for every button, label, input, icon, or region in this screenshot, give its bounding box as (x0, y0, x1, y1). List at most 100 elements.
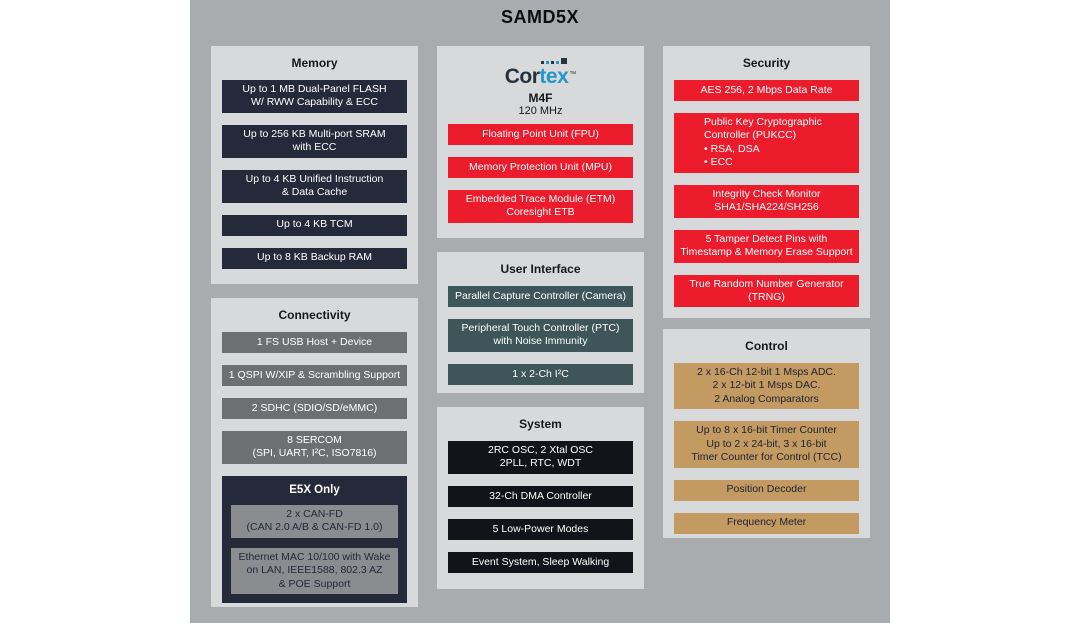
box-line: 5 Tamper Detect Pins with (705, 232, 828, 245)
security-aes-box: AES 256, 2 Mbps Data Rate (674, 80, 859, 101)
security-trng-box: True Random Number Generator (TRNG) (674, 274, 859, 308)
box-line: 8 SERCOM (287, 434, 342, 446)
box-line: & POE Support (278, 577, 351, 590)
memory-panel: Memory Up to 1 MB Dual-Panel FLASH W/ RW… (211, 46, 418, 284)
box-line: 1 x 2-Ch I²C (512, 367, 569, 380)
connectivity-sdhc-box: 2 SDHC (SDIO/SD/eMMC) (222, 398, 407, 419)
box-line: 32-Ch DMA Controller (489, 489, 592, 502)
control-timer-counter-box: Up to 8 x 16-bit Timer Counter Up to 2 x… (674, 421, 859, 468)
box-line: 2 x 12-bit 1 Msps DAC. (712, 379, 821, 392)
box-line: Memory Protection Unit (MPU) (469, 160, 612, 173)
connectivity-sercom-box: 8 SERCOM (SPI, UART, I²C, ISO7816) (222, 431, 407, 464)
box-line: (TRNG) (748, 290, 785, 303)
box-line: Up to 1 MB Dual-Panel FLASH (242, 83, 387, 95)
cortex-etm-box: Embedded Trace Module (ETM) Coresight ET… (448, 190, 633, 223)
box-line: Public Key Cryptographic (704, 116, 822, 128)
box-line: • RSA, DSA (704, 142, 760, 155)
connectivity-panel-title: Connectivity (278, 308, 351, 322)
box-line: Timer Counter for Control (TCC) (691, 451, 842, 464)
box-line: Controller (PUKCC) (704, 129, 797, 142)
user-interface-panel: User Interface Parallel Capture Controll… (437, 252, 644, 393)
box-line: Peripheral Touch Controller (PTC) (461, 322, 620, 334)
box-line: AES 256, 2 Mbps Data Rate (700, 83, 833, 96)
box-line: & Data Cache (281, 186, 348, 199)
box-line: Timestamp & Memory Erase Support (680, 246, 853, 259)
system-low-power-box: 5 Low-Power Modes (448, 518, 633, 540)
ui-ptc-box: Peripheral Touch Controller (PTC) with N… (448, 319, 633, 352)
box-line: 1 QSPI W/XIP & Scrambling Support (228, 368, 401, 381)
memory-cache-box: Up to 4 KB Unified Instruction & Data Ca… (222, 169, 407, 203)
box-line: 2RC OSC, 2 Xtal OSC (487, 444, 594, 456)
box-line: Embedded Trace Module (ETM) (465, 193, 616, 205)
cortex-logo-dots-icon (541, 58, 568, 64)
control-position-decoder-box: Position Decoder (674, 479, 859, 501)
system-dma-box: 32-Ch DMA Controller (448, 485, 633, 507)
box-line: (SPI, UART, I²C, ISO7816) (252, 447, 377, 460)
cortex-logo-cor: Cor (504, 65, 540, 88)
ui-parallel-capture-box: Parallel Capture Controller (Camera) (448, 286, 633, 307)
e5x-ethernet-box: Ethernet MAC 10/100 with Wake on LAN, IE… (231, 547, 398, 595)
box-line: Position Decoder (726, 483, 807, 496)
memory-panel-title: Memory (291, 56, 338, 70)
box-line: with Noise Immunity (493, 335, 588, 348)
security-panel-title: Security (742, 56, 791, 70)
box-line: 2 x CAN-FD (286, 507, 343, 520)
box-line: Integrity Check Monitor (712, 187, 821, 200)
diagram-canvas: SAMD5X Memory Up to 1 MB Dual-Panel FLAS… (190, 0, 890, 623)
box-line: Up to 256 KB Multi-port SRAM (243, 127, 386, 140)
box-line: Frequency Meter (726, 516, 807, 529)
box-line: • ECC (704, 156, 733, 169)
security-tamper-box: 5 Tamper Detect Pins with Timestamp & Me… (674, 229, 859, 263)
box-line: Floating Point Unit (FPU) (482, 127, 599, 140)
security-pukcc-box: Public Key Cryptographic Controller (PUK… (674, 113, 859, 173)
box-line: Coresight ETB (506, 206, 575, 219)
cortex-logo: Cor tex ™ (448, 58, 633, 89)
box-line: Ethernet MAC 10/100 with Wake (238, 550, 391, 563)
box-line: Up to 2 x 24-bit, 3 x 16-bit (706, 437, 827, 450)
box-line: 2 x 16-Ch 12-bit 1 Msps ADC. (697, 366, 836, 378)
box-line: 2 SDHC (SDIO/SD/eMMC) (251, 401, 378, 414)
cortex-clock-label: 120 MHz (518, 105, 563, 117)
cortex-mpu-box: Memory Protection Unit (MPU) (448, 157, 633, 178)
box-line: Up to 4 KB Unified Instruction (245, 172, 384, 185)
cortex-model-label: M4F (528, 91, 553, 105)
ui-i2c-box: 1 x 2-Ch I²C (448, 363, 633, 385)
box-line: 1 FS USB Host + Device (256, 335, 373, 348)
box-line: with ECC (292, 141, 337, 154)
memory-backup-ram-box: Up to 8 KB Backup RAM (222, 247, 407, 269)
trademark-symbol: ™ (569, 71, 577, 78)
box-line: Up to 8 x 16-bit Timer Counter (696, 424, 837, 437)
page-title: SAMD5X (500, 7, 579, 27)
connectivity-panel: Connectivity 1 FS USB Host + Device 1 QS… (211, 298, 418, 607)
box-line: Parallel Capture Controller (Camera) (455, 289, 626, 302)
system-event-box: Event System, Sleep Walking (448, 551, 633, 573)
system-panel: System 2RC OSC, 2 Xtal OSC 2PLL, RTC, WD… (437, 407, 644, 589)
memory-tcm-box: Up to 4 KB TCM (222, 214, 407, 236)
box-line: Up to 4 KB TCM (276, 218, 353, 231)
e5x-canfd-box: 2 x CAN-FD (CAN 2.0 A/B & CAN-FD 1.0) (231, 504, 398, 538)
box-line: Event System, Sleep Walking (471, 555, 610, 568)
cortex-fpu-box: Floating Point Unit (FPU) (448, 124, 633, 145)
e5x-only-title: E5X Only (289, 483, 340, 496)
cortex-panel: Cor tex ™ M4F 120 MHz Floating Point Uni… (437, 46, 644, 238)
user-interface-panel-title: User Interface (500, 262, 581, 276)
control-panel: Control 2 x 16-Ch 12-bit 1 Msps ADC. 2 x… (663, 329, 870, 538)
box-line: 5 Low-Power Modes (492, 522, 589, 535)
box-line: True Random Number Generator (689, 277, 844, 290)
memory-sram-box: Up to 256 KB Multi-port SRAM with ECC (222, 124, 407, 158)
connectivity-qspi-box: 1 QSPI W/XIP & Scrambling Support (222, 365, 407, 386)
security-panel: Security AES 256, 2 Mbps Data Rate Publi… (663, 46, 870, 318)
control-panel-title: Control (745, 339, 788, 353)
e5x-only-panel: E5X Only 2 x CAN-FD (CAN 2.0 A/B & CAN-F… (222, 475, 407, 604)
memory-flash-box: Up to 1 MB Dual-Panel FLASH W/ RWW Capab… (222, 80, 407, 113)
box-line: (CAN 2.0 A/B & CAN-FD 1.0) (246, 521, 383, 534)
box-line: W/ RWW Capability & ECC (251, 96, 378, 109)
system-osc-box: 2RC OSC, 2 Xtal OSC 2PLL, RTC, WDT (448, 441, 633, 474)
box-line: 2 Analog Comparators (714, 392, 819, 405)
control-adc-dac-box: 2 x 16-Ch 12-bit 1 Msps ADC. 2 x 12-bit … (674, 363, 859, 410)
box-line: on LAN, IEEE1588, 802.3 AZ (246, 564, 383, 577)
box-line: Up to 8 KB Backup RAM (257, 251, 372, 264)
cortex-logo-tex: tex (539, 65, 569, 88)
box-line: SHA1/SHA224/SH256 (714, 201, 819, 214)
